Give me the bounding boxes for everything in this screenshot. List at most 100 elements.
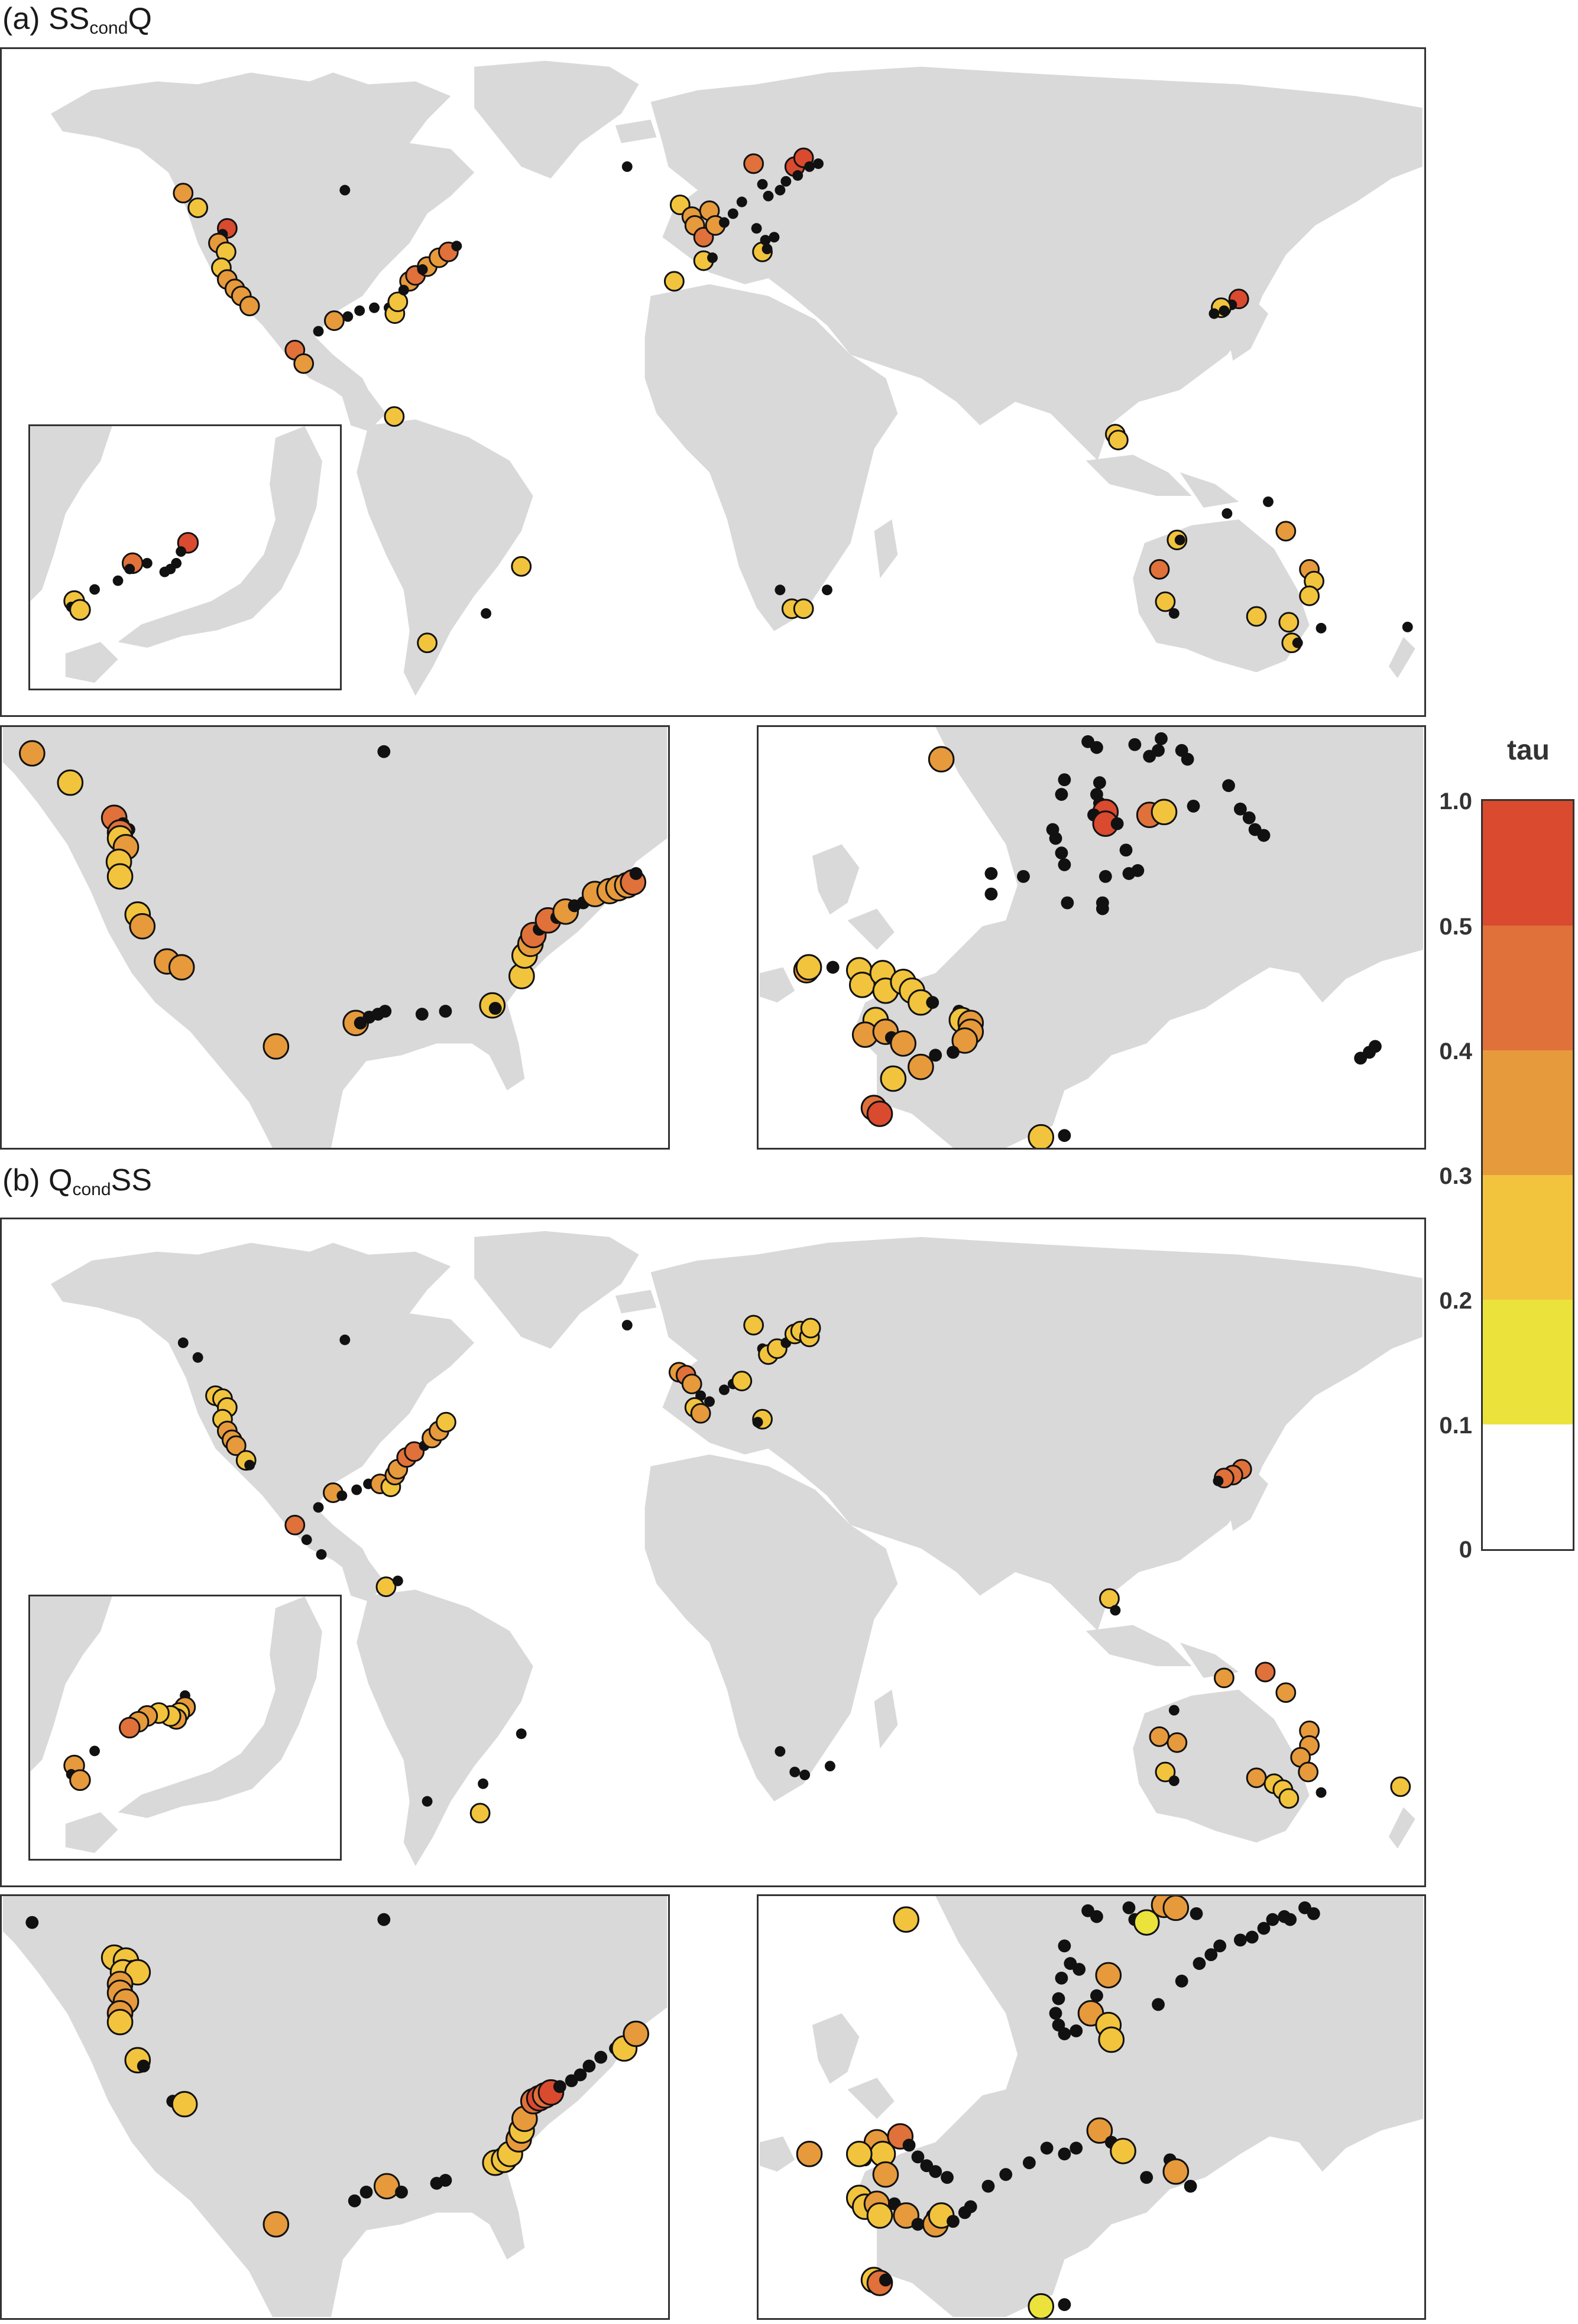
station-dot-insignificant (1213, 1475, 1224, 1486)
station-dot-insignificant (911, 2218, 925, 2231)
station-dot-insignificant (351, 1484, 362, 1495)
station-dot-significant (1095, 1962, 1122, 1989)
station-dot-insignificant (553, 2080, 566, 2093)
land-polygon (874, 1689, 898, 1749)
station-dot-significant (1278, 1788, 1300, 1809)
land-polygon (759, 2136, 795, 2172)
station-dot-significant (168, 954, 195, 981)
station-dot-insignificant (1152, 1998, 1165, 2011)
station-dot-insignificant (176, 546, 186, 557)
station-dot-insignificant (377, 745, 391, 758)
colorbar-tick-0-4: 0.4 (1439, 1038, 1472, 1064)
north-america-landmass (2, 1896, 668, 2317)
north-america-stations (25, 1913, 650, 2238)
station-dot-insignificant (137, 2059, 150, 2073)
north-america-stations (19, 740, 647, 1060)
panel-b-title: (b) QcondSS (2, 1163, 152, 1199)
panel-a-world-svg (50, 60, 1423, 696)
station-dot-insignificant (941, 2171, 954, 2184)
station-dot-significant (893, 1906, 919, 1933)
station-dot-insignificant (422, 1796, 433, 1807)
colorbar-tick-0-5: 0.5 (1439, 914, 1472, 940)
station-dot-insignificant (1110, 1605, 1121, 1616)
station-dot-significant (623, 2020, 650, 2047)
station-dot-significant (1275, 1682, 1297, 1703)
station-dot-insignificant (1307, 1907, 1320, 1920)
colorbar-tick-0: 0 (1459, 1537, 1472, 1563)
land-polygon (1086, 455, 1192, 496)
station-dot-insignificant (488, 1002, 502, 1015)
station-dot-significant (1162, 1896, 1190, 1921)
station-dot-insignificant (1090, 741, 1103, 754)
land-polygon (1180, 472, 1239, 508)
panel-a-north-america-map (0, 725, 670, 1150)
station-dot-insignificant (1058, 773, 1071, 787)
station-dot-insignificant (478, 1778, 489, 1789)
colorbar-bin-0-4-0-5 (1483, 926, 1573, 1050)
panel-b-japan-inset (28, 1595, 342, 1861)
station-dot-insignificant (89, 584, 100, 595)
land-polygon (357, 1589, 533, 1867)
land-polygon (847, 908, 895, 950)
station-dot-insignificant (1022, 2156, 1036, 2170)
station-dot-insignificant (1058, 2027, 1071, 2040)
station-dot-insignificant (395, 2185, 408, 2199)
station-dot-insignificant (1233, 802, 1247, 816)
station-dot-insignificant (89, 1745, 100, 1757)
station-dot-insignificant (1049, 832, 1062, 845)
station-dot-insignificant (378, 1005, 392, 1018)
station-dot-insignificant (1219, 305, 1230, 316)
station-dot-insignificant (192, 1352, 203, 1363)
land-polygon (650, 66, 1423, 461)
europe-stations (796, 1896, 1320, 2318)
station-dot-significant (880, 1065, 907, 1092)
station-dot-insignificant (1055, 1971, 1068, 1985)
station-dot-insignificant (1168, 1705, 1180, 1716)
panel-b-world-map (0, 1218, 1426, 1887)
station-dot-insignificant (1110, 817, 1124, 830)
station-dot-insignificant (1257, 829, 1271, 842)
station-dot-insignificant (775, 585, 786, 596)
station-dot-insignificant (929, 2165, 942, 2178)
station-dot-significant (469, 1803, 491, 1824)
station-dot-significant (373, 2173, 400, 2200)
station-dot-insignificant (124, 563, 135, 574)
land-polygon (2, 727, 668, 1148)
land-polygon (474, 1231, 639, 1349)
station-dot-insignificant (1174, 534, 1185, 546)
station-dot-insignificant (244, 1459, 255, 1471)
land-polygon (615, 119, 657, 144)
land-polygon (1227, 301, 1269, 361)
station-dot-insignificant (926, 996, 939, 1009)
station-dot-insignificant (879, 2273, 892, 2287)
station-dot-insignificant (348, 2194, 361, 2208)
land-polygon (1133, 519, 1310, 673)
station-dot-significant (417, 632, 438, 654)
station-dot-significant (681, 1374, 702, 1394)
station-dot-insignificant (1070, 2141, 1083, 2155)
station-dot-insignificant (704, 1396, 715, 1407)
land-polygon (853, 1896, 1424, 2317)
colorbar-bin-0-0-1 (1483, 1424, 1573, 1549)
land-polygon (2, 1896, 668, 2317)
station-dot-insignificant (359, 2185, 373, 2199)
station-dot-significant (284, 1514, 306, 1536)
station-dot-significant (1298, 1761, 1319, 1783)
station-dot-insignificant (1221, 508, 1233, 519)
station-dot-significant (731, 1371, 753, 1391)
station-dot-insignificant (1266, 1913, 1279, 1926)
station-dot-insignificant (1175, 1974, 1188, 1988)
station-dot-insignificant (316, 1549, 327, 1560)
station-dot-insignificant (769, 232, 780, 243)
station-dot-significant (239, 296, 260, 317)
station-dot-insignificant (1055, 788, 1068, 801)
panel-b-japan-svg (30, 1596, 322, 1854)
station-dot-insignificant (451, 241, 462, 252)
station-dot-significant (173, 183, 194, 204)
station-dot-insignificant (313, 1502, 324, 1513)
station-dot-insignificant (775, 1746, 786, 1757)
land-polygon (615, 1290, 657, 1314)
panel-a-eu-svg (759, 727, 1424, 1148)
station-dot-insignificant (415, 1007, 429, 1021)
land-polygon (30, 1596, 112, 1771)
